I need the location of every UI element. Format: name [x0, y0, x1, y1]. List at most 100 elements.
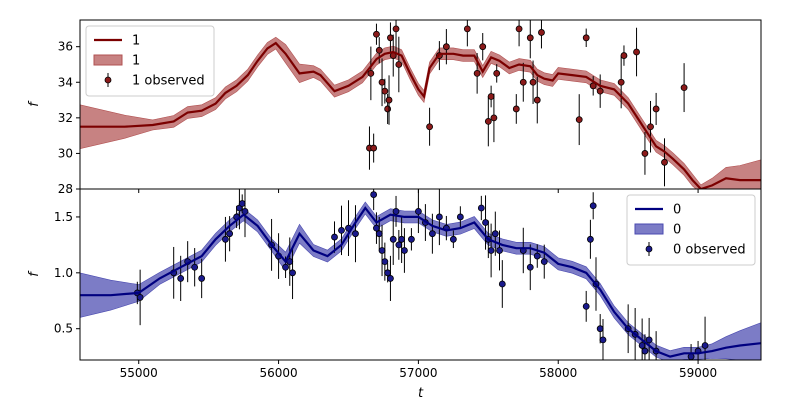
data-point — [282, 263, 289, 271]
y-axis-label: f — [27, 270, 42, 277]
data-point — [398, 235, 406, 243]
data-point — [338, 226, 345, 234]
legend-label: 0 observed — [673, 243, 746, 258]
model-mean-line — [80, 41, 761, 189]
data-point — [487, 93, 495, 100]
data-point — [701, 342, 709, 349]
data-point — [435, 213, 443, 221]
data-point — [533, 252, 541, 260]
data-point — [375, 46, 383, 54]
data-point — [456, 213, 464, 221]
data-point — [526, 34, 534, 42]
axes-frame — [79, 188, 762, 361]
data-point — [596, 325, 604, 333]
data-point — [392, 25, 400, 33]
data-point — [373, 224, 380, 232]
data-point — [482, 219, 489, 226]
legend-marker-swatch — [104, 76, 112, 84]
data-point — [515, 25, 523, 33]
data-point — [538, 29, 545, 36]
legend-band-swatch — [634, 223, 664, 235]
data-point — [589, 82, 597, 90]
data-point — [198, 275, 206, 282]
plot-area — [80, 189, 761, 360]
data-point — [331, 233, 338, 241]
model-mean-line — [80, 206, 761, 358]
x-tick-label: 57000 — [399, 366, 437, 380]
data-point — [512, 105, 520, 113]
data-point — [617, 78, 625, 86]
legend-label: 0 — [673, 223, 681, 238]
legend-box — [85, 25, 215, 97]
data-point — [620, 52, 628, 59]
data-point — [381, 87, 389, 95]
data-point — [373, 30, 380, 38]
data-point — [191, 263, 199, 271]
observed-points — [366, 20, 688, 187]
x-axis-label: t — [418, 386, 424, 400]
data-point — [387, 34, 394, 42]
data-point — [493, 69, 501, 77]
y-tick-label: 1.0 — [54, 266, 73, 280]
data-point — [370, 144, 378, 152]
data-point — [395, 61, 403, 68]
bottom-panel: 0.5 1.0 1.5 55000 56000 57000 58000 59000 f t 0 0 0 … — [27, 188, 762, 400]
data-point — [222, 235, 229, 243]
x-tick-label: 55000 — [120, 366, 158, 380]
data-point — [477, 204, 485, 212]
plot-area — [80, 20, 761, 189]
data-point — [582, 34, 590, 42]
legend: 0 0 0 observed — [626, 194, 756, 266]
data-point — [540, 258, 548, 266]
y-tick-label: 0.5 — [54, 322, 73, 336]
data-point — [661, 158, 668, 166]
data-point — [226, 230, 234, 238]
legend-label: 1 — [132, 54, 140, 69]
data-point — [177, 275, 185, 282]
data-point — [238, 200, 246, 207]
legend-label: 1 — [132, 34, 140, 49]
data-point — [375, 230, 383, 238]
data-point — [384, 269, 392, 277]
data-point — [370, 191, 378, 198]
top-panel: 28 30 32 34 36 f 1 1 1 observed — [27, 19, 762, 196]
data-point — [385, 96, 393, 104]
observed-points — [133, 189, 709, 360]
x-tick-label: 58000 — [539, 366, 577, 380]
data-point — [491, 230, 499, 238]
y-tick-label: 32 — [58, 111, 73, 125]
data-point — [582, 302, 590, 310]
data-point — [473, 69, 481, 77]
data-point — [241, 207, 249, 215]
data-point — [392, 207, 400, 215]
data-point — [442, 43, 450, 51]
data-point — [496, 247, 503, 254]
x-tick-label: 56000 — [259, 366, 297, 380]
y-tick-label: 28 — [58, 182, 73, 196]
data-point — [479, 43, 487, 51]
data-point — [387, 275, 394, 282]
legend-band-swatch — [93, 54, 123, 66]
data-point — [136, 294, 144, 301]
data-point — [428, 230, 436, 238]
data-point — [498, 280, 506, 288]
data-point — [638, 342, 646, 349]
data-point — [487, 247, 495, 254]
data-point — [641, 150, 649, 157]
data-point — [378, 247, 386, 254]
legend-box — [626, 194, 756, 266]
data-point — [687, 353, 695, 360]
y-tick-label: 30 — [58, 146, 73, 160]
data-point — [647, 123, 654, 131]
data-point — [289, 269, 296, 277]
y-tick-label: 36 — [58, 40, 73, 54]
legend-marker-swatch — [645, 245, 653, 253]
data-point — [490, 114, 498, 122]
legend: 1 1 1 observed — [85, 25, 215, 97]
data-point — [680, 84, 688, 91]
data-point — [529, 78, 537, 86]
data-point — [463, 25, 471, 33]
y-tick-label: 1.5 — [54, 210, 73, 224]
data-point — [599, 336, 607, 344]
